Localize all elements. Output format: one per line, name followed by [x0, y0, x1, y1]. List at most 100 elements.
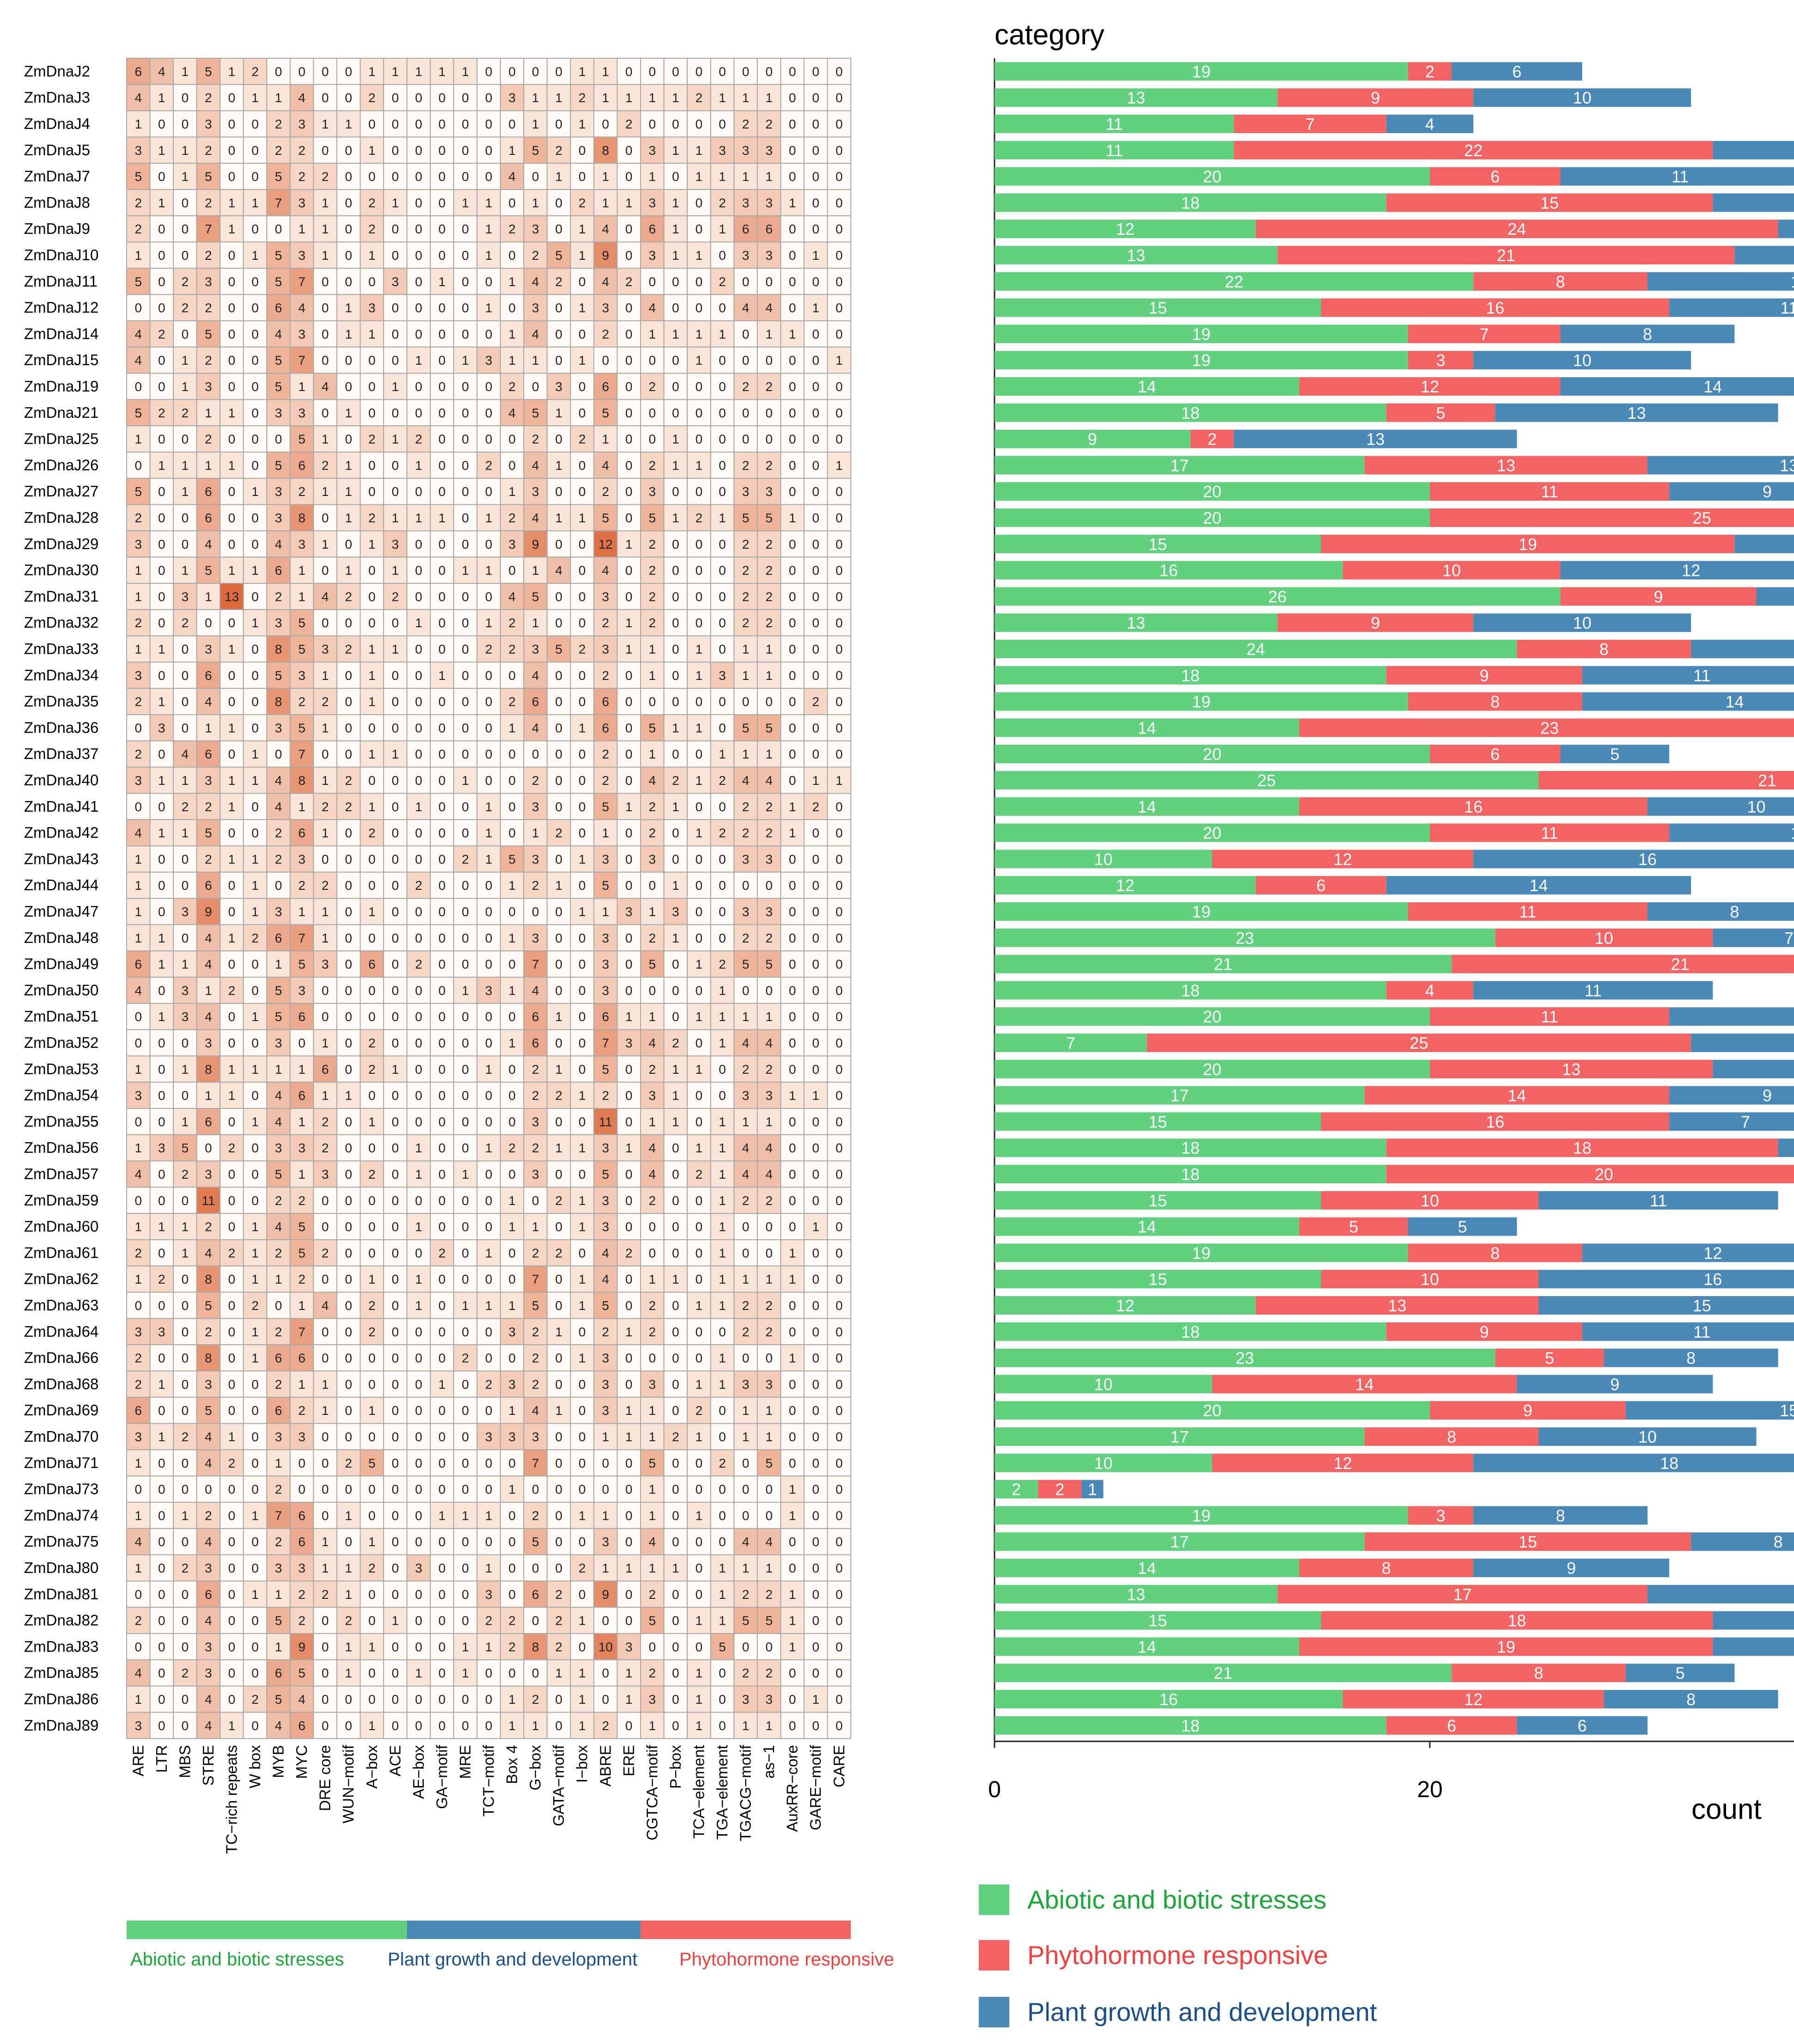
heatmap-cell-value: 0: [789, 931, 796, 945]
heatmap-cell: [780, 346, 805, 374]
heatmap-cell-value: 0: [719, 1325, 726, 1339]
heatmap-cell-value: 0: [462, 1220, 469, 1234]
bar-segment-label: 9: [1480, 1322, 1489, 1341]
bar-segment-label: 21: [1671, 955, 1690, 974]
heatmap-cell-value: 1: [182, 773, 189, 788]
heatmap-cell-value: 0: [555, 1377, 562, 1391]
heatmap-cell-value: 0: [251, 1403, 259, 1418]
heatmap-cell-value: 1: [485, 826, 493, 840]
gene-label: ZmDnaJ47: [24, 903, 98, 920]
heatmap-cell-value: 1: [251, 196, 259, 210]
heatmap-cell-value: 3: [765, 1377, 773, 1391]
heatmap-cell-value: 1: [532, 616, 539, 630]
heatmap-cell: [126, 373, 151, 400]
heatmap-cell-value: 0: [508, 117, 516, 131]
heatmap-cell-value: 0: [812, 196, 819, 210]
heatmap-cell-value: 0: [625, 747, 633, 761]
bar-segment-label: 13: [1562, 1060, 1580, 1079]
heatmap-cell-value: 0: [158, 1403, 165, 1418]
gene-label: ZmDnaJ3: [24, 89, 90, 106]
heatmap-cell-value: 1: [134, 248, 142, 263]
heatmap-cell-value: 1: [251, 563, 259, 578]
heatmap-cell-value: 4: [532, 668, 539, 683]
heatmap-cell-value: 4: [205, 1430, 212, 1444]
heatmap-cell-value: 0: [672, 1692, 679, 1707]
heatmap-cell-value: 0: [392, 1403, 399, 1418]
bar-segment-label: 9: [1763, 1086, 1772, 1105]
heatmap-cell: [687, 58, 711, 85]
bar-segment-label: 19: [1192, 324, 1210, 343]
heatmap-cell-value: 2: [555, 275, 562, 289]
bar-segment-label: 25: [1693, 508, 1711, 527]
heatmap-cell-value: 7: [532, 1272, 539, 1286]
heatmap-cell-value: 2: [649, 563, 656, 578]
heatmap-cell-value: 0: [228, 275, 236, 289]
heatmap-cell-value: 0: [322, 852, 329, 866]
heatmap-cell-value: 2: [251, 931, 259, 945]
column-group-segment: [127, 1921, 407, 1939]
heatmap-cell-value: 0: [555, 64, 562, 79]
heatmap-cell-value: 0: [439, 642, 446, 656]
heatmap-cell-value: 0: [158, 1114, 165, 1129]
heatmap-cell-value: 0: [812, 458, 819, 472]
heatmap-cell-value: 5: [205, 1403, 212, 1418]
heatmap-cell-value: 6: [532, 1010, 539, 1024]
gene-label: ZmDnaJ50: [24, 981, 98, 998]
heatmap-cell-value: 0: [392, 1535, 399, 1549]
heatmap-cell-value: 2: [275, 1193, 282, 1208]
heatmap-cell-value: 0: [439, 1325, 446, 1339]
heatmap-cell-value: 2: [439, 1246, 446, 1260]
heatmap-cell-value: 0: [812, 642, 819, 656]
heatmap-cell-value: 0: [649, 878, 656, 893]
heatmap-cell-value: 0: [182, 1351, 189, 1365]
heatmap-cell-value: 2: [275, 1246, 282, 1260]
motif-label: TCT−motif: [480, 1744, 497, 1817]
heatmap-cell-value: 0: [345, 826, 352, 840]
heatmap-cell-value: 1: [508, 1036, 516, 1050]
heatmap-cell-value: 0: [812, 1377, 819, 1391]
heatmap-cell-value: 0: [415, 91, 422, 105]
heatmap-cell-value: 0: [765, 432, 773, 447]
heatmap-cell-value: 0: [368, 1010, 376, 1024]
heatmap-cell-value: 1: [742, 1010, 750, 1024]
heatmap-cell-value: 0: [345, 379, 352, 394]
heatmap-cell-value: 4: [765, 1036, 773, 1050]
heatmap-cell-value: 0: [696, 1036, 703, 1050]
gene-label: ZmDnaJ21: [24, 404, 98, 421]
heatmap-cell-value: 0: [439, 1089, 446, 1103]
heatmap-cell: [196, 346, 221, 374]
heatmap-cell-value: 3: [742, 1692, 750, 1707]
heatmap-cell-value: 1: [228, 721, 236, 735]
heatmap-cell-value: 1: [649, 1403, 656, 1418]
heatmap-cell-value: 0: [368, 1508, 376, 1523]
heatmap-cell-value: 1: [672, 222, 679, 236]
heatmap-cell-value: 0: [251, 642, 259, 656]
heatmap-cell-value: 0: [415, 642, 422, 656]
heatmap-cell-value: 2: [322, 878, 329, 893]
heatmap-cell-value: 0: [345, 747, 352, 761]
heatmap-cell-value: 0: [368, 1482, 376, 1497]
heatmap-cell-value: 0: [579, 379, 586, 394]
heatmap-cell: [149, 294, 174, 322]
heatmap-cell-value: 0: [182, 1272, 189, 1286]
heatmap-cell: [710, 215, 735, 243]
heatmap-cell-value: 1: [485, 800, 493, 814]
heatmap-cell: [383, 320, 408, 348]
heatmap-cell-value: 2: [228, 1246, 236, 1260]
heatmap-cell-value: 5: [275, 668, 282, 683]
heatmap-cell-value: 0: [696, 406, 703, 420]
heatmap-cell-value: 0: [555, 1482, 562, 1497]
heatmap-cell-value: 0: [672, 1351, 679, 1365]
heatmap-cell-value: 0: [836, 327, 843, 341]
heatmap-cell: [803, 215, 828, 243]
heatmap-cell-value: 0: [696, 1220, 703, 1234]
heatmap-cell-value: 3: [765, 196, 773, 210]
bar-segment-label: 8: [1490, 1243, 1500, 1262]
heatmap-cell-value: 2: [765, 1666, 773, 1680]
heatmap-cell-value: 4: [649, 1167, 656, 1181]
heatmap-cell-value: 0: [485, 589, 493, 604]
heatmap-cell-value: 1: [765, 668, 773, 683]
heatmap-cell-value: 1: [696, 170, 703, 184]
heatmap-cell-value: 1: [742, 747, 750, 761]
heatmap-cell-value: 0: [812, 406, 819, 420]
